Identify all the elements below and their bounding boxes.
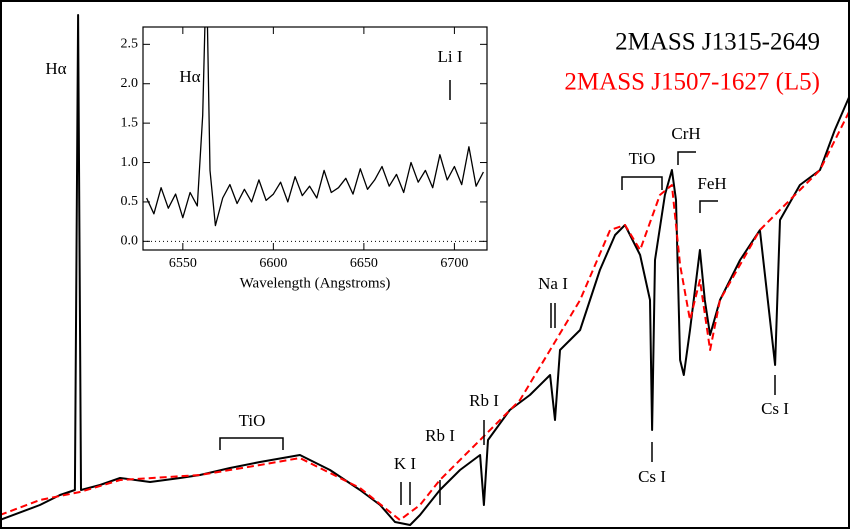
x-axis-label: Wavelength (Angstroms) — [240, 275, 391, 291]
annotation: FeH — [697, 174, 726, 193]
spectrum-line — [146, 27, 484, 227]
y-tick-label: 0.5 — [121, 194, 139, 209]
x-tick-label: 6600 — [259, 256, 287, 271]
annotation: K I — [394, 454, 417, 473]
legend: 2MASS J1315-2649 2MASS J1507-1627 (L5) — [564, 29, 820, 96]
spectrum-line — [0, 109, 850, 521]
annotation: Na I — [538, 274, 568, 293]
inset-background — [143, 27, 487, 250]
annotation: CrH — [671, 124, 700, 143]
annotation-markers — [219, 151, 776, 505]
annotation: Cs I — [638, 467, 666, 486]
annotation: Cs I — [761, 399, 789, 418]
y-tick-label: 2.5 — [121, 37, 139, 52]
y-tick-label: 2.0 — [121, 76, 139, 91]
annotation: Rb I — [425, 426, 455, 445]
y-tick-label: 1.5 — [121, 115, 139, 130]
annotation: Rb I — [469, 391, 499, 410]
annotation: Li I — [437, 47, 462, 66]
inset-frame — [142, 26, 488, 251]
annotation: TiO — [239, 411, 266, 430]
x-tick-label: 6700 — [440, 256, 468, 271]
legend-entry: 2MASS J1507-1627 (L5) — [564, 69, 820, 96]
spectrum-line — [0, 14, 850, 526]
y-tick-label: 1.0 — [121, 155, 139, 170]
main-plot — [0, 14, 850, 526]
inset-plot: 6550 6600 6650 6700 0.0 0.5 1.0 1.5 2.0 2.5 — [121, 27, 487, 271]
annotation: Hα — [45, 59, 66, 78]
x-tick-label: 6650 — [350, 256, 378, 271]
legend-entry: 2MASS J1315-2649 — [615, 29, 820, 56]
y-tick-label: 0.0 — [121, 234, 139, 249]
annotation: Hα — [179, 67, 200, 86]
annotation: TiO — [629, 149, 656, 168]
x-tick-label: 6550 — [169, 256, 197, 271]
